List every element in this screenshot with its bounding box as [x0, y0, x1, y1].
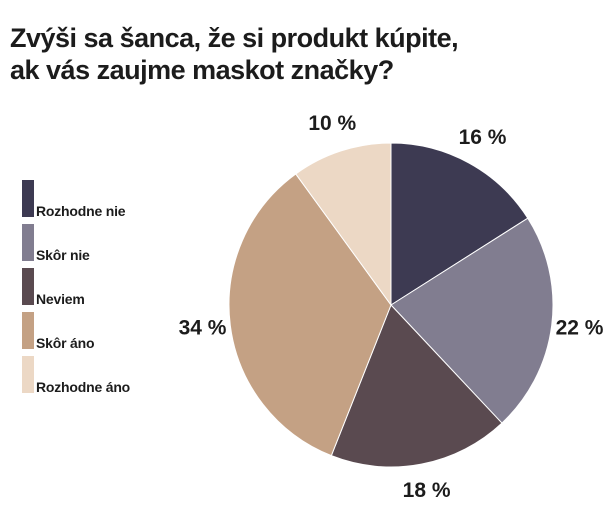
legend-item-rozhodne-ano: Rozhodne áno [22, 356, 202, 400]
legend-label-neviem: Neviem [36, 291, 85, 307]
legend-swatch-rozhodne-nie [22, 180, 34, 217]
chart-title: Zvýši sa šanca, že si produkt kúpite, ak… [10, 22, 570, 86]
legend-label-skor-ano: Skôr áno [36, 335, 95, 351]
legend-label-skor-nie: Skôr nie [36, 247, 90, 263]
pie-slice-skor-nie [390, 217, 554, 424]
legend-swatch-rozhodne-ano [22, 356, 34, 393]
pie-label-neviem: 18 % [403, 479, 451, 502]
legend-item-neviem: Neviem [22, 268, 202, 312]
pie-label-rozhodne-ano: 10 % [308, 112, 356, 135]
pie-label-skor-nie: 22 % [556, 316, 604, 339]
chart-title-line-2: ak vás zaujme maskot značky? [10, 55, 394, 85]
pie-slice-rozhodne-nie [390, 142, 529, 306]
chart-legend: Rozhodne nie Skôr nie Neviem Skôr áno Ro… [22, 180, 202, 400]
legend-swatch-neviem [22, 268, 34, 305]
legend-item-skor-ano: Skôr áno [22, 312, 202, 356]
chart-title-line-1: Zvýši sa šanca, že si produkt kúpite, [10, 23, 459, 53]
legend-item-skor-nie: Skôr nie [22, 224, 202, 268]
pie-slice-skor-ano [228, 173, 392, 457]
legend-label-rozhodne-ano: Rozhodne áno [36, 379, 131, 395]
legend-label-rozhodne-nie: Rozhodne nie [36, 203, 126, 219]
pie-label-skor-ano: 34 % [179, 316, 227, 339]
legend-swatch-skor-ano [22, 312, 34, 349]
legend-item-rozhodne-nie: Rozhodne nie [22, 180, 202, 224]
pie-label-rozhodne-nie: 16 % [459, 126, 507, 149]
legend-swatch-skor-nie [22, 224, 34, 261]
pie-slice-rozhodne-ano [295, 142, 392, 307]
pie-slice-neviem [330, 304, 503, 468]
